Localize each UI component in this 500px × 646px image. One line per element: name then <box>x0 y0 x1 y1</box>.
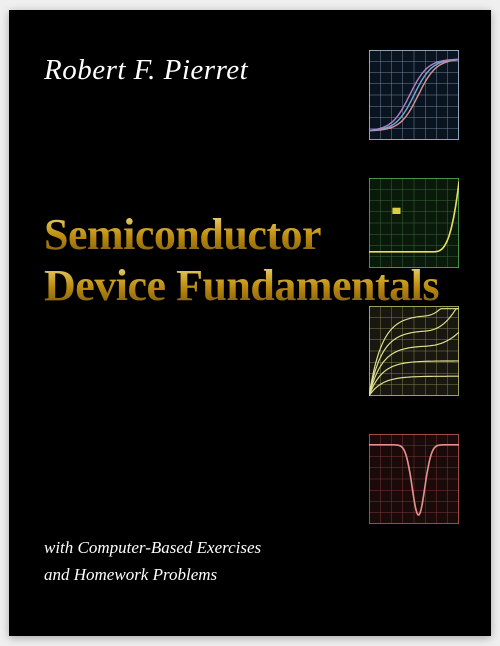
author-name: Robert F. Pierret <box>44 54 248 87</box>
chart-dip <box>369 434 459 524</box>
chart-sigmoid-svg <box>369 50 459 140</box>
book-cover: Robert F. Pierret Semiconductor Device F… <box>9 10 491 636</box>
subtitle-line-1: with Computer-Based Exercises <box>44 535 261 561</box>
chart-iv-svg <box>369 178 459 268</box>
chart-column <box>369 50 459 524</box>
subtitle-line-2: and Homework Problems <box>44 562 261 588</box>
chart-family <box>369 306 459 396</box>
chart-sigmoid <box>369 50 459 140</box>
subtitle-block: with Computer-Based Exercises and Homewo… <box>44 535 261 588</box>
chart-family-svg <box>369 306 459 396</box>
chart-iv <box>369 178 459 268</box>
chart-dip-svg <box>369 434 459 524</box>
